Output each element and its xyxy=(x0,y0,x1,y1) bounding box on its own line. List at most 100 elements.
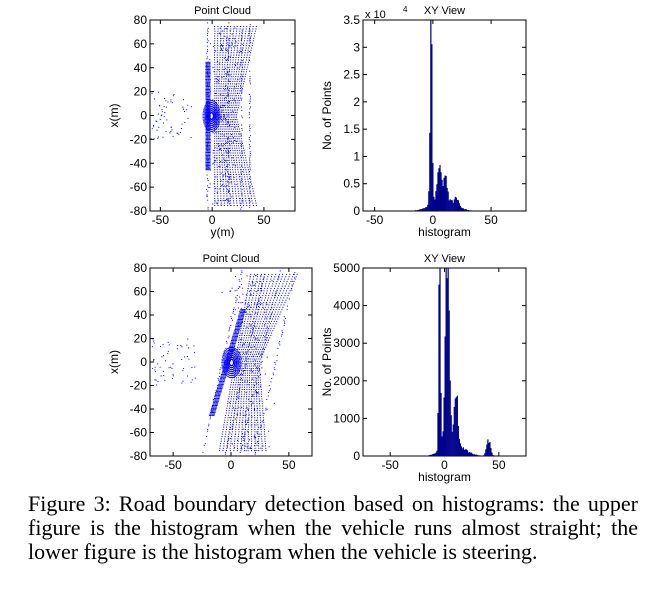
data-point xyxy=(213,156,215,158)
data-point xyxy=(216,120,218,122)
data-point xyxy=(241,195,243,197)
data-point xyxy=(224,357,226,359)
data-point xyxy=(207,134,209,136)
data-point xyxy=(232,428,233,430)
data-point xyxy=(234,152,236,154)
data-point xyxy=(258,346,260,348)
data-point xyxy=(230,54,232,56)
data-point xyxy=(248,377,250,379)
data-point xyxy=(230,351,232,353)
data-point xyxy=(223,190,225,192)
data-point xyxy=(252,402,254,404)
data-point xyxy=(240,365,242,367)
data-point xyxy=(223,362,225,363)
data-point xyxy=(225,160,227,162)
data-point xyxy=(268,332,270,334)
data-point xyxy=(221,104,223,106)
data-point xyxy=(255,200,256,202)
data-point xyxy=(220,386,221,388)
data-point xyxy=(227,171,229,172)
data-point xyxy=(206,188,208,190)
data-point xyxy=(232,171,234,173)
data-point xyxy=(264,316,266,318)
data-point xyxy=(218,80,220,82)
data-point xyxy=(255,360,257,362)
data-point xyxy=(227,121,229,123)
data-point xyxy=(264,342,266,343)
data-point xyxy=(260,431,262,433)
data-point xyxy=(218,392,220,394)
data-point xyxy=(228,45,230,47)
data-point xyxy=(235,145,237,147)
data-point xyxy=(214,200,216,202)
data-point xyxy=(236,298,238,300)
data-point xyxy=(214,112,216,114)
data-point xyxy=(214,400,216,402)
data-point xyxy=(226,175,228,177)
data-point xyxy=(240,203,242,205)
data-point xyxy=(229,432,231,434)
data-point xyxy=(238,400,239,402)
data-point xyxy=(223,200,225,202)
data-point xyxy=(224,451,226,453)
data-point xyxy=(207,108,209,110)
data-point xyxy=(220,200,222,201)
data-point xyxy=(213,406,215,408)
data-point xyxy=(229,35,231,37)
data-point xyxy=(209,63,211,65)
data-point xyxy=(212,409,214,411)
data-point xyxy=(228,364,230,366)
data-point xyxy=(229,44,231,46)
data-point xyxy=(208,123,210,125)
data-point xyxy=(237,154,239,156)
data-point xyxy=(231,425,233,427)
data-point xyxy=(231,42,233,44)
data-point xyxy=(240,45,242,47)
data-point xyxy=(219,390,221,392)
data-point xyxy=(167,101,169,103)
y-tick-label: -60 xyxy=(130,426,148,440)
data-point xyxy=(241,365,243,367)
data-point xyxy=(239,152,241,154)
data-point xyxy=(216,78,218,80)
data-point xyxy=(225,190,227,192)
data-point xyxy=(183,108,184,110)
data-point xyxy=(226,364,228,366)
data-point xyxy=(205,81,207,83)
data-point xyxy=(240,321,242,323)
data-point xyxy=(241,47,243,49)
data-point xyxy=(220,145,222,147)
data-point xyxy=(255,295,257,296)
data-point xyxy=(213,399,215,401)
data-point xyxy=(241,142,243,144)
data-point xyxy=(241,309,243,311)
data-point xyxy=(274,293,276,295)
data-point xyxy=(226,363,228,365)
data-point xyxy=(255,370,257,372)
data-point xyxy=(223,371,225,373)
data-point xyxy=(249,99,251,101)
data-point xyxy=(229,144,231,146)
data-point xyxy=(227,87,229,89)
data-point xyxy=(238,150,240,152)
data-point xyxy=(234,188,236,190)
data-point xyxy=(228,157,230,159)
data-point xyxy=(225,354,227,356)
data-point xyxy=(233,340,234,342)
data-point xyxy=(261,393,263,395)
data-point xyxy=(245,417,247,419)
data-point xyxy=(211,126,213,128)
data-point xyxy=(237,353,239,355)
data-point xyxy=(214,410,216,412)
data-point xyxy=(230,350,231,351)
data-point xyxy=(223,365,225,367)
data-point xyxy=(222,133,223,135)
data-point xyxy=(226,193,228,195)
data-point xyxy=(237,373,239,375)
data-point xyxy=(252,283,254,285)
data-point xyxy=(254,275,256,277)
data-point xyxy=(219,131,221,133)
data-point xyxy=(217,190,219,192)
data-point xyxy=(227,58,229,60)
